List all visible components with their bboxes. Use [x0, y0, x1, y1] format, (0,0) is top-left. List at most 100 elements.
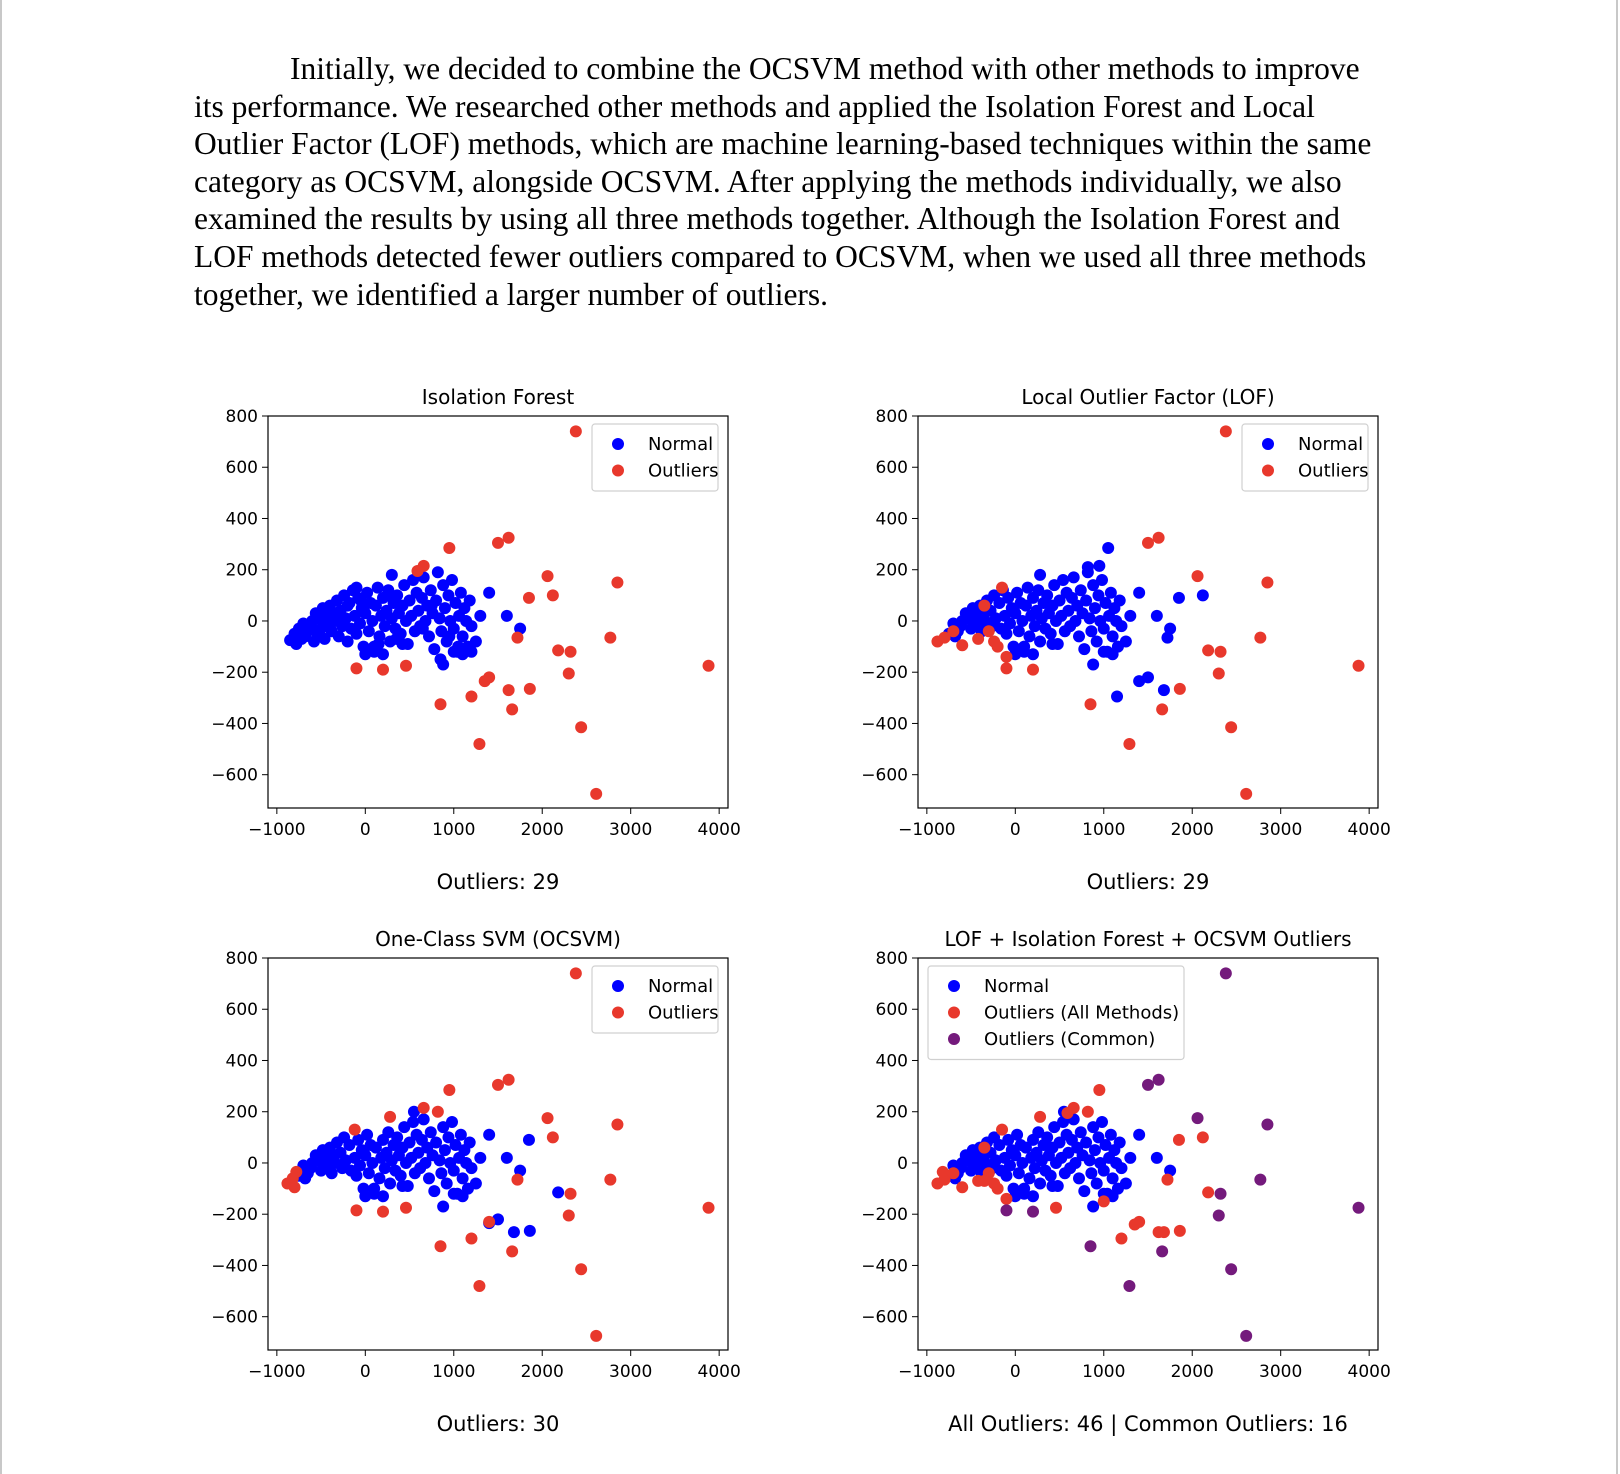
data-point — [1123, 737, 1136, 750]
data-point — [1034, 1177, 1047, 1190]
legend-marker — [1262, 464, 1274, 477]
data-point — [396, 1180, 409, 1193]
data-point — [1087, 1121, 1100, 1134]
data-point — [1133, 1128, 1146, 1141]
data-point — [1080, 594, 1093, 607]
data-point — [368, 640, 381, 653]
data-point — [456, 648, 469, 661]
data-point — [423, 1172, 435, 1185]
paragraph-line: Outlier Factor (LOF) methods, which are … — [194, 126, 1372, 162]
data-point — [407, 1105, 420, 1118]
data-point — [511, 1173, 524, 1186]
data-point — [350, 1204, 363, 1217]
data-point — [1254, 631, 1267, 644]
data-point — [454, 586, 467, 599]
outlier-count-label: All Outliers: 46 | Common Outliers: 16 — [948, 1412, 1348, 1437]
x-tick-label: 3000 — [1259, 1362, 1302, 1382]
data-point — [1019, 599, 1032, 612]
x-tick-label: −1000 — [248, 820, 306, 840]
data-point — [1000, 1192, 1013, 1205]
body-paragraph: Initially, we decided to combine the OCS… — [194, 50, 1434, 313]
data-point — [1018, 1182, 1031, 1195]
legend-marker — [1262, 438, 1274, 450]
series-outliers — [931, 425, 1365, 800]
data-point — [956, 639, 969, 652]
paragraph-line: together, we identified a larger number … — [194, 276, 829, 312]
data-point — [502, 531, 515, 544]
data-point — [362, 625, 375, 638]
data-point — [1073, 1172, 1085, 1185]
data-point — [315, 609, 328, 622]
chart-title: LOF + Isolation Forest + OCSVM Outliers — [944, 927, 1351, 951]
data-point — [1004, 1159, 1016, 1172]
data-point — [350, 1169, 363, 1182]
data-point — [1106, 648, 1119, 661]
data-point — [456, 630, 469, 643]
data-point — [996, 1123, 1009, 1136]
data-point — [424, 1126, 437, 1139]
plot-points — [281, 967, 715, 1342]
chart-panel: LOF + Isolation Forest + OCSVM Outliers −… — [861, 927, 1390, 1437]
data-point — [366, 614, 379, 627]
data-point — [541, 1112, 554, 1125]
x-tick-label: 0 — [1010, 1362, 1021, 1382]
data-point — [1096, 573, 1108, 586]
data-point — [1240, 1329, 1253, 1342]
data-point — [507, 1226, 520, 1239]
data-point — [443, 630, 456, 643]
data-point — [1000, 1169, 1013, 1182]
y-tick-label: 400 — [226, 509, 258, 529]
data-point — [522, 1133, 535, 1146]
data-point — [1150, 1151, 1163, 1164]
data-point — [1196, 1131, 1209, 1144]
data-point — [562, 1209, 575, 1222]
data-point — [569, 967, 582, 980]
data-point — [1016, 614, 1029, 627]
data-point — [996, 581, 1009, 594]
data-point — [431, 1105, 444, 1118]
data-point — [1069, 1156, 1082, 1169]
y-tick-label: 600 — [876, 1000, 908, 1020]
data-point — [1041, 589, 1054, 602]
y-tick-label: 600 — [226, 458, 258, 478]
data-point — [1240, 787, 1253, 800]
data-point — [1023, 1172, 1036, 1185]
data-point — [354, 617, 366, 630]
data-point — [978, 599, 991, 612]
data-point — [465, 690, 478, 703]
data-point — [288, 1181, 301, 1194]
x-tick-label: 2000 — [521, 820, 564, 840]
data-point — [1106, 630, 1119, 643]
data-point — [416, 622, 429, 635]
y-tick-label: 0 — [247, 1154, 258, 1174]
x-tick-label: 4000 — [1348, 1362, 1391, 1382]
y-tick-label: −200 — [861, 663, 908, 683]
data-point — [1044, 627, 1057, 640]
data-point — [449, 1139, 462, 1152]
data-point — [1011, 586, 1024, 599]
data-point — [469, 1177, 482, 1190]
series-normal — [284, 566, 527, 671]
chart-title: One-Class SVM (OCSVM) — [375, 927, 621, 951]
data-point — [1172, 1133, 1185, 1146]
data-point — [449, 597, 462, 610]
data-point — [1093, 559, 1106, 572]
data-point — [378, 1162, 391, 1175]
data-point — [991, 640, 1004, 653]
data-point — [369, 599, 382, 612]
y-tick-label: 0 — [247, 612, 258, 632]
data-point — [1009, 1149, 1022, 1162]
data-point — [1027, 1205, 1039, 1218]
data-point — [434, 698, 447, 711]
data-point — [993, 597, 1006, 610]
data-point — [982, 625, 995, 638]
data-point — [400, 659, 412, 672]
x-tick-label: 2000 — [1171, 820, 1214, 840]
data-point — [1123, 1279, 1136, 1292]
data-point — [378, 620, 391, 633]
outlier-count-label: Outliers: 29 — [437, 870, 560, 894]
y-tick-label: 600 — [876, 458, 908, 478]
data-point — [506, 1245, 519, 1258]
data-point — [435, 1167, 448, 1180]
y-tick-label: −400 — [211, 1256, 258, 1276]
